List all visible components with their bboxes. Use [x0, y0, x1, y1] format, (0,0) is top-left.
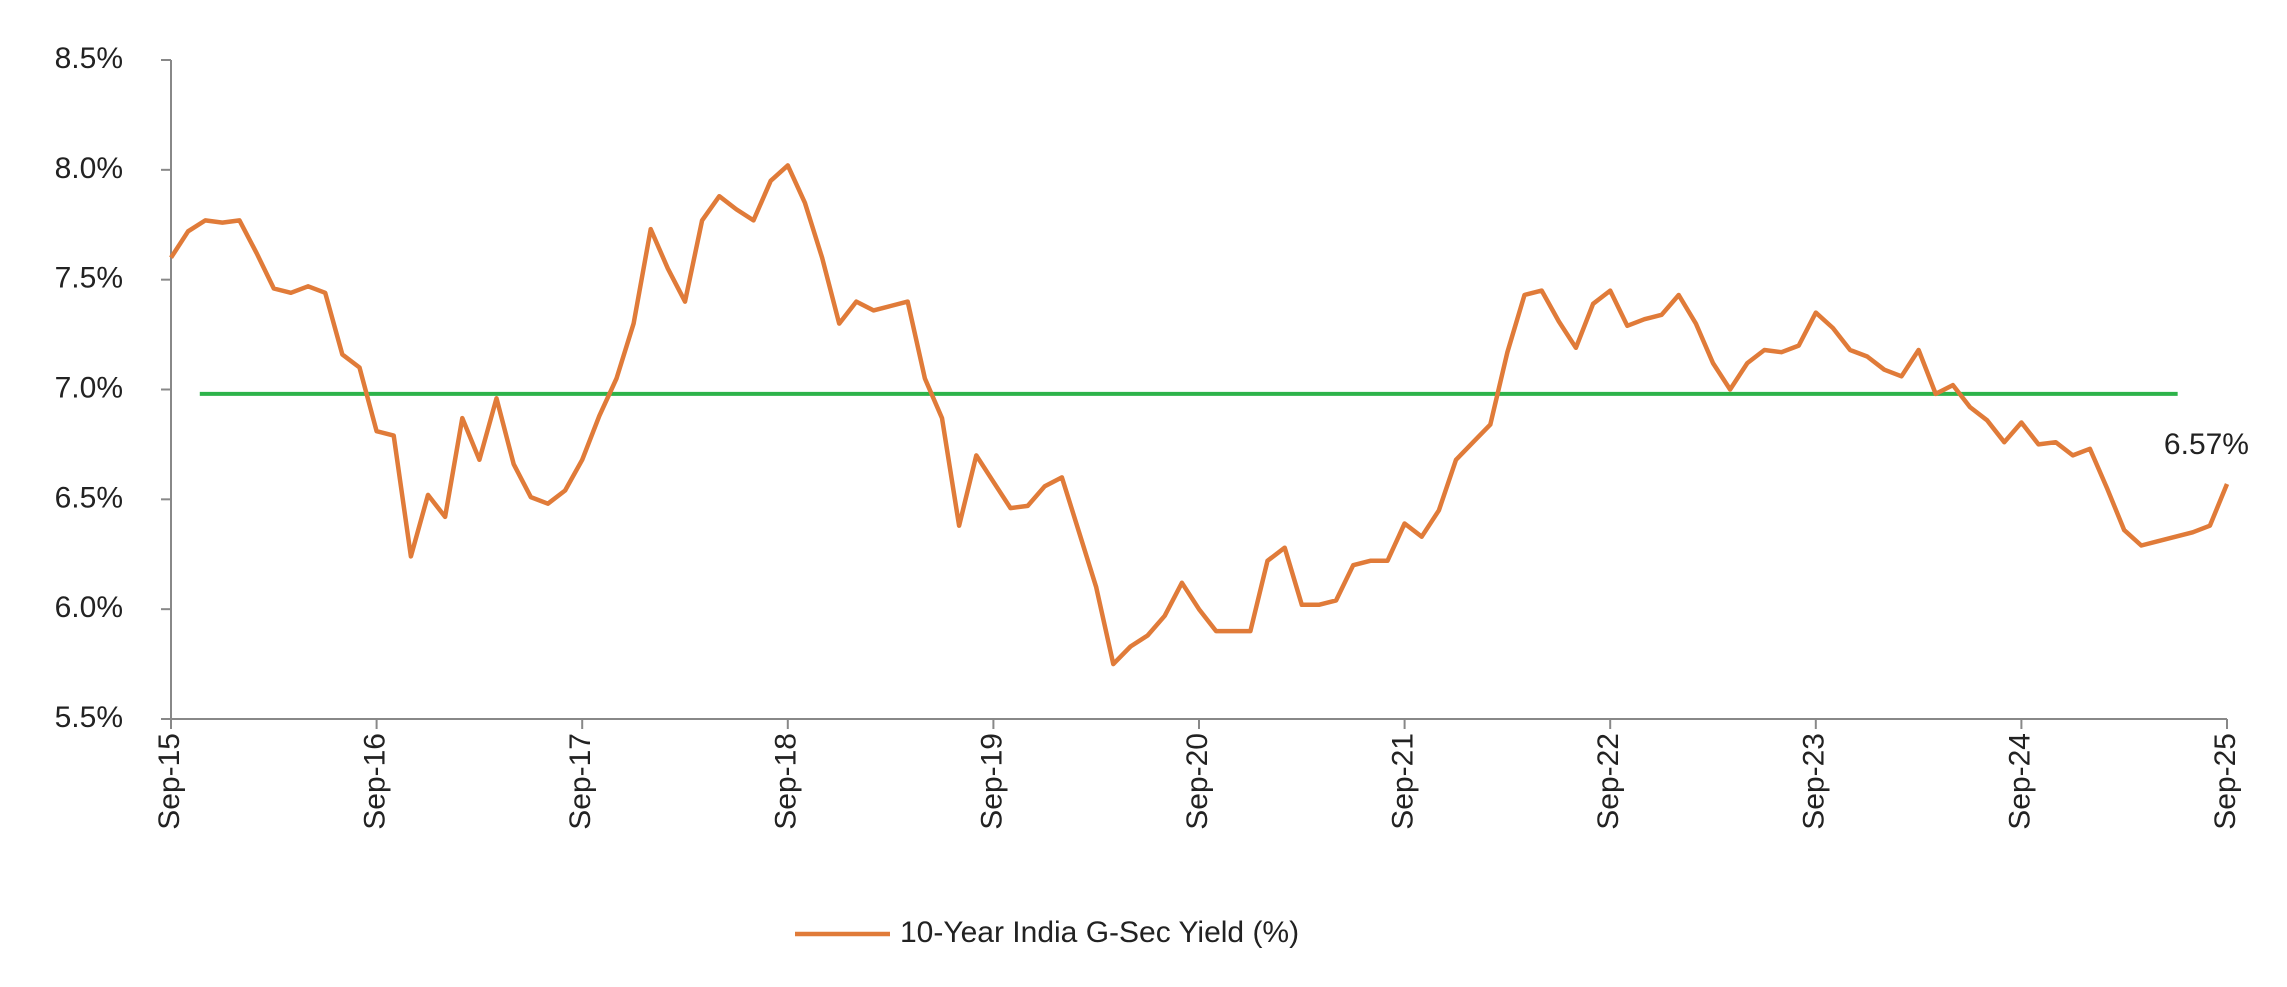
y-tick-label: 8.0% — [55, 152, 123, 185]
x-tick-label: Sep-24 — [2003, 733, 2036, 830]
y-tick-label: 7.0% — [55, 371, 123, 404]
end-label: 6.57% — [2164, 428, 2249, 461]
x-tick-label: Sep-21 — [1387, 733, 1420, 830]
x-tick-label: Sep-20 — [1181, 733, 1214, 830]
x-tick-label: Sep-17 — [564, 733, 597, 830]
y-tick-label: 6.5% — [55, 481, 123, 514]
y-tick-label: 6.0% — [55, 591, 123, 624]
y-tick-label: 7.5% — [55, 262, 123, 295]
x-tick-label: Sep-18 — [770, 733, 803, 830]
x-tick-label: Sep-15 — [153, 733, 186, 830]
data-line — [169, 163, 2230, 667]
legend-label: 10-Year India G-Sec Yield (%) — [900, 916, 1299, 949]
x-tick-label: Sep-25 — [2209, 733, 2242, 830]
x-tick-label: Sep-22 — [1592, 733, 1625, 830]
y-tick-label: 5.5% — [55, 701, 123, 734]
x-tick-label: Sep-16 — [359, 733, 392, 830]
x-tick-label: Sep-19 — [975, 733, 1008, 830]
x-tick-label: Sep-23 — [1798, 733, 1831, 830]
y-tick-label: 8.5% — [55, 42, 123, 75]
